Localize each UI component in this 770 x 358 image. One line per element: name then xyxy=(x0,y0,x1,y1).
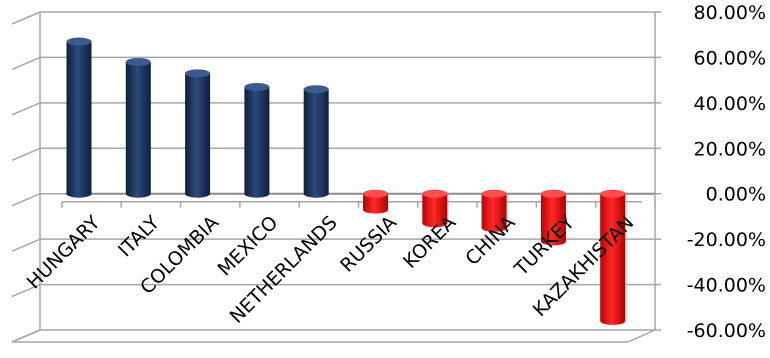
gridline-side xyxy=(11,193,41,207)
y-tick-label: 60.00% xyxy=(694,47,766,69)
y-tick-label: -40.00% xyxy=(687,275,766,297)
gridline-side xyxy=(11,147,41,161)
y-tick-label: 20.00% xyxy=(694,138,766,160)
gridline-side xyxy=(11,238,41,252)
bar xyxy=(244,82,270,198)
bar xyxy=(540,189,566,246)
category-label: HUNGARY xyxy=(23,211,105,293)
bar xyxy=(125,57,151,198)
bar xyxy=(66,37,92,198)
bar-cap xyxy=(540,189,566,198)
category-label: ITALY xyxy=(114,211,164,261)
bar-body xyxy=(422,193,448,228)
bar-body xyxy=(66,41,92,198)
bar-body xyxy=(185,73,211,198)
bar-cap xyxy=(363,189,388,198)
gridline-side xyxy=(11,329,41,343)
bar-cap xyxy=(185,69,211,78)
y-tick-label: 80.00% xyxy=(694,2,766,24)
y-axis: 80.00% 60.00% 40.00% 20.00% 0.00% -20.00% -40.… xyxy=(655,2,766,342)
bar xyxy=(481,189,507,232)
category-label: NETHERLANDS xyxy=(226,212,342,328)
bar-body xyxy=(125,61,151,198)
bar-cap xyxy=(244,82,270,91)
gridline-side xyxy=(11,11,41,25)
bar xyxy=(363,189,388,214)
bar-cap xyxy=(303,85,329,94)
bar-body xyxy=(481,193,507,232)
bar-cap xyxy=(125,57,151,66)
bar-body xyxy=(600,193,626,325)
gridline-side xyxy=(11,56,41,71)
bar xyxy=(422,189,448,228)
bar xyxy=(600,189,626,325)
bar-body xyxy=(363,193,388,214)
bar-body xyxy=(244,86,270,198)
bar xyxy=(303,85,329,198)
bar-cap xyxy=(422,189,448,198)
bars xyxy=(66,37,626,325)
y-tick-label: -20.00% xyxy=(687,229,766,251)
gridline-side xyxy=(11,102,41,116)
bar xyxy=(185,69,211,198)
bar-cap xyxy=(481,189,507,198)
bar-body xyxy=(303,89,329,198)
y-tick-label: -60.00% xyxy=(687,320,766,342)
y-tick-label: 0.00% xyxy=(706,184,766,206)
bar-body xyxy=(540,193,566,246)
gridline-side xyxy=(11,283,41,298)
bar-cap xyxy=(600,189,626,198)
category-labels: HUNGARY ITALYCOLOMBIAMEXICONETHERLANDSRUS… xyxy=(23,211,639,327)
y-tick-label: 40.00% xyxy=(694,93,766,115)
floor-right-edge xyxy=(627,329,656,343)
bar-cap xyxy=(66,37,92,46)
category-label: RUSSIA xyxy=(336,212,401,277)
